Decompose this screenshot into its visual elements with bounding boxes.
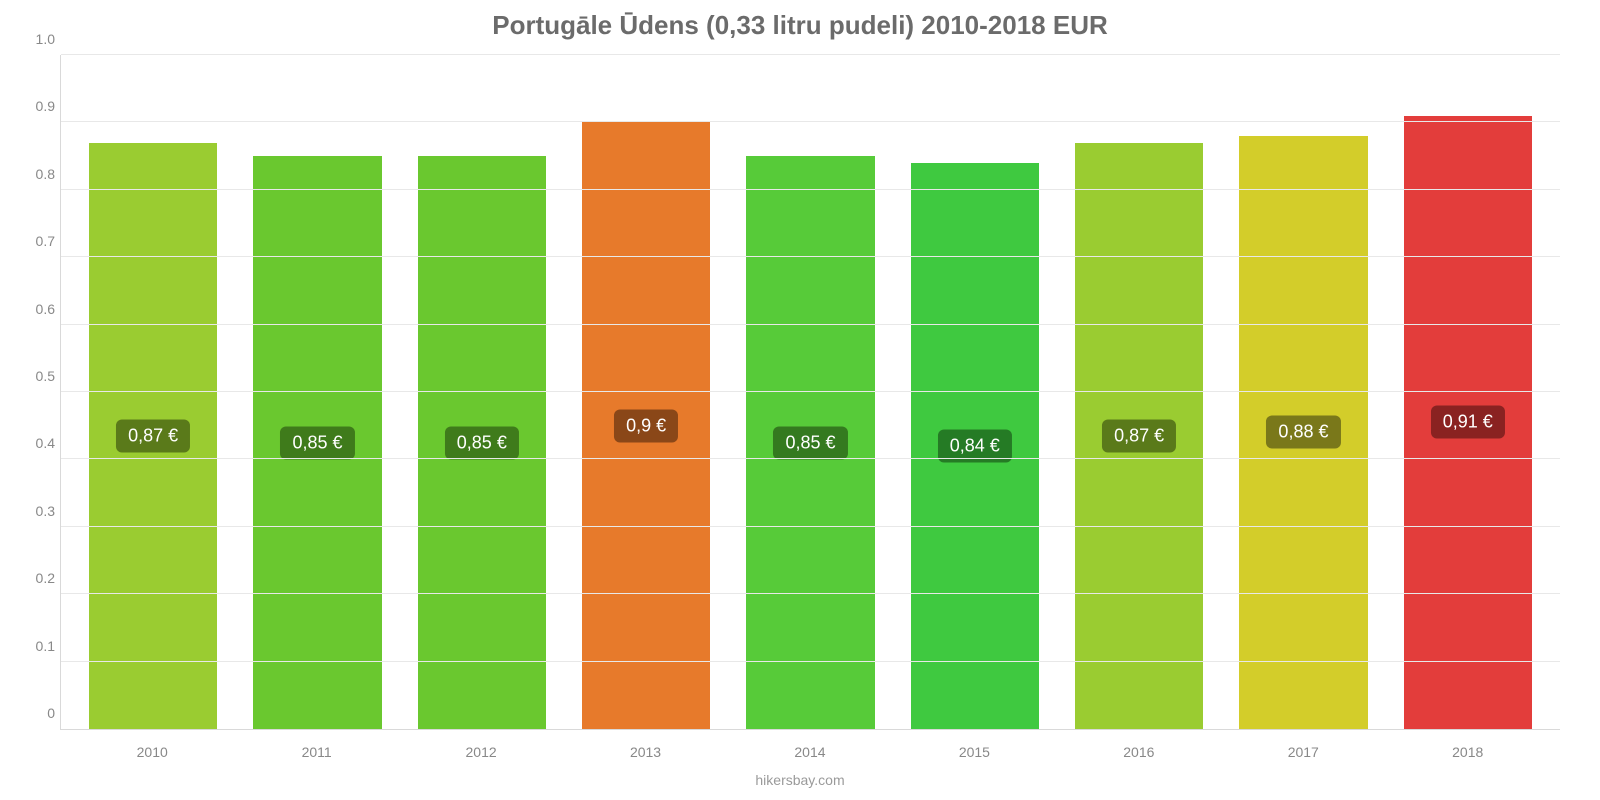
x-tick-label: 2016 bbox=[1057, 744, 1221, 760]
y-tick-label: 0 bbox=[19, 705, 55, 721]
bar: 0,87 € bbox=[1075, 143, 1203, 729]
value-badge: 0,85 € bbox=[280, 426, 354, 459]
credit-text: hikersbay.com bbox=[0, 772, 1600, 788]
value-badge: 0,87 € bbox=[1102, 419, 1176, 452]
x-tick-label: 2011 bbox=[234, 744, 398, 760]
bar: 0,85 € bbox=[253, 156, 381, 729]
plot-area: 0,87 € 0,85 € 0,85 € 0,9 € 0,85 € 0,84 € 0,87 … bbox=[60, 55, 1560, 730]
bars-container: 0,87 € 0,85 € 0,85 € 0,9 € 0,85 € 0,84 € 0,87 … bbox=[61, 55, 1560, 729]
y-tick-label: 1.0 bbox=[19, 31, 55, 47]
x-tick-label: 2013 bbox=[563, 744, 727, 760]
bar: 0,91 € bbox=[1404, 116, 1532, 729]
bar: 0,9 € bbox=[582, 122, 710, 729]
chart-title: Portugāle Ūdens (0,33 litru pudeli) 2010… bbox=[0, 10, 1600, 41]
bar-slot: 0,91 € bbox=[1386, 55, 1550, 729]
gridline bbox=[61, 256, 1560, 257]
y-tick-label: 0.2 bbox=[19, 570, 55, 586]
y-tick-label: 0.1 bbox=[19, 638, 55, 654]
value-badge: 0,88 € bbox=[1266, 416, 1340, 449]
gridline bbox=[61, 458, 1560, 459]
y-tick-label: 0.9 bbox=[19, 98, 55, 114]
value-badge: 0,9 € bbox=[614, 409, 678, 442]
value-badge: 0,85 € bbox=[773, 426, 847, 459]
bar-slot: 0,87 € bbox=[1057, 55, 1221, 729]
y-tick-label: 0.7 bbox=[19, 233, 55, 249]
bar-slot: 0,87 € bbox=[71, 55, 235, 729]
x-tick-label: 2017 bbox=[1221, 744, 1385, 760]
y-tick-label: 0.5 bbox=[19, 368, 55, 384]
x-tick-label: 2012 bbox=[399, 744, 563, 760]
bar-slot: 0,84 € bbox=[893, 55, 1057, 729]
gridline bbox=[61, 526, 1560, 527]
x-tick-label: 2010 bbox=[70, 744, 234, 760]
bar: 0,84 € bbox=[911, 163, 1039, 729]
gridline bbox=[61, 593, 1560, 594]
bar-slot: 0,85 € bbox=[400, 55, 564, 729]
y-tick-label: 0.8 bbox=[19, 166, 55, 182]
x-tick-label: 2014 bbox=[728, 744, 892, 760]
bar: 0,88 € bbox=[1239, 136, 1367, 729]
y-tick-label: 0.6 bbox=[19, 301, 55, 317]
x-axis: 201020112012201320142015201620172018 bbox=[60, 744, 1560, 760]
gridline bbox=[61, 661, 1560, 662]
gridline bbox=[61, 121, 1560, 122]
bar-slot: 0,88 € bbox=[1221, 55, 1385, 729]
value-badge: 0,87 € bbox=[116, 419, 190, 452]
y-tick-label: 0.3 bbox=[19, 503, 55, 519]
x-tick-label: 2015 bbox=[892, 744, 1056, 760]
gridline bbox=[61, 189, 1560, 190]
bar: 0,85 € bbox=[418, 156, 546, 729]
value-badge: 0,85 € bbox=[445, 426, 519, 459]
bar-slot: 0,85 € bbox=[728, 55, 892, 729]
bar: 0,85 € bbox=[746, 156, 874, 729]
gridline bbox=[61, 391, 1560, 392]
bar-chart: Portugāle Ūdens (0,33 litru pudeli) 2010… bbox=[0, 0, 1600, 800]
gridline bbox=[61, 54, 1560, 55]
x-tick-label: 2018 bbox=[1386, 744, 1550, 760]
bar-slot: 0,9 € bbox=[564, 55, 728, 729]
value-badge: 0,91 € bbox=[1431, 406, 1505, 439]
bar-slot: 0,85 € bbox=[235, 55, 399, 729]
gridline bbox=[61, 324, 1560, 325]
y-tick-label: 0.4 bbox=[19, 435, 55, 451]
bar: 0,87 € bbox=[89, 143, 217, 729]
